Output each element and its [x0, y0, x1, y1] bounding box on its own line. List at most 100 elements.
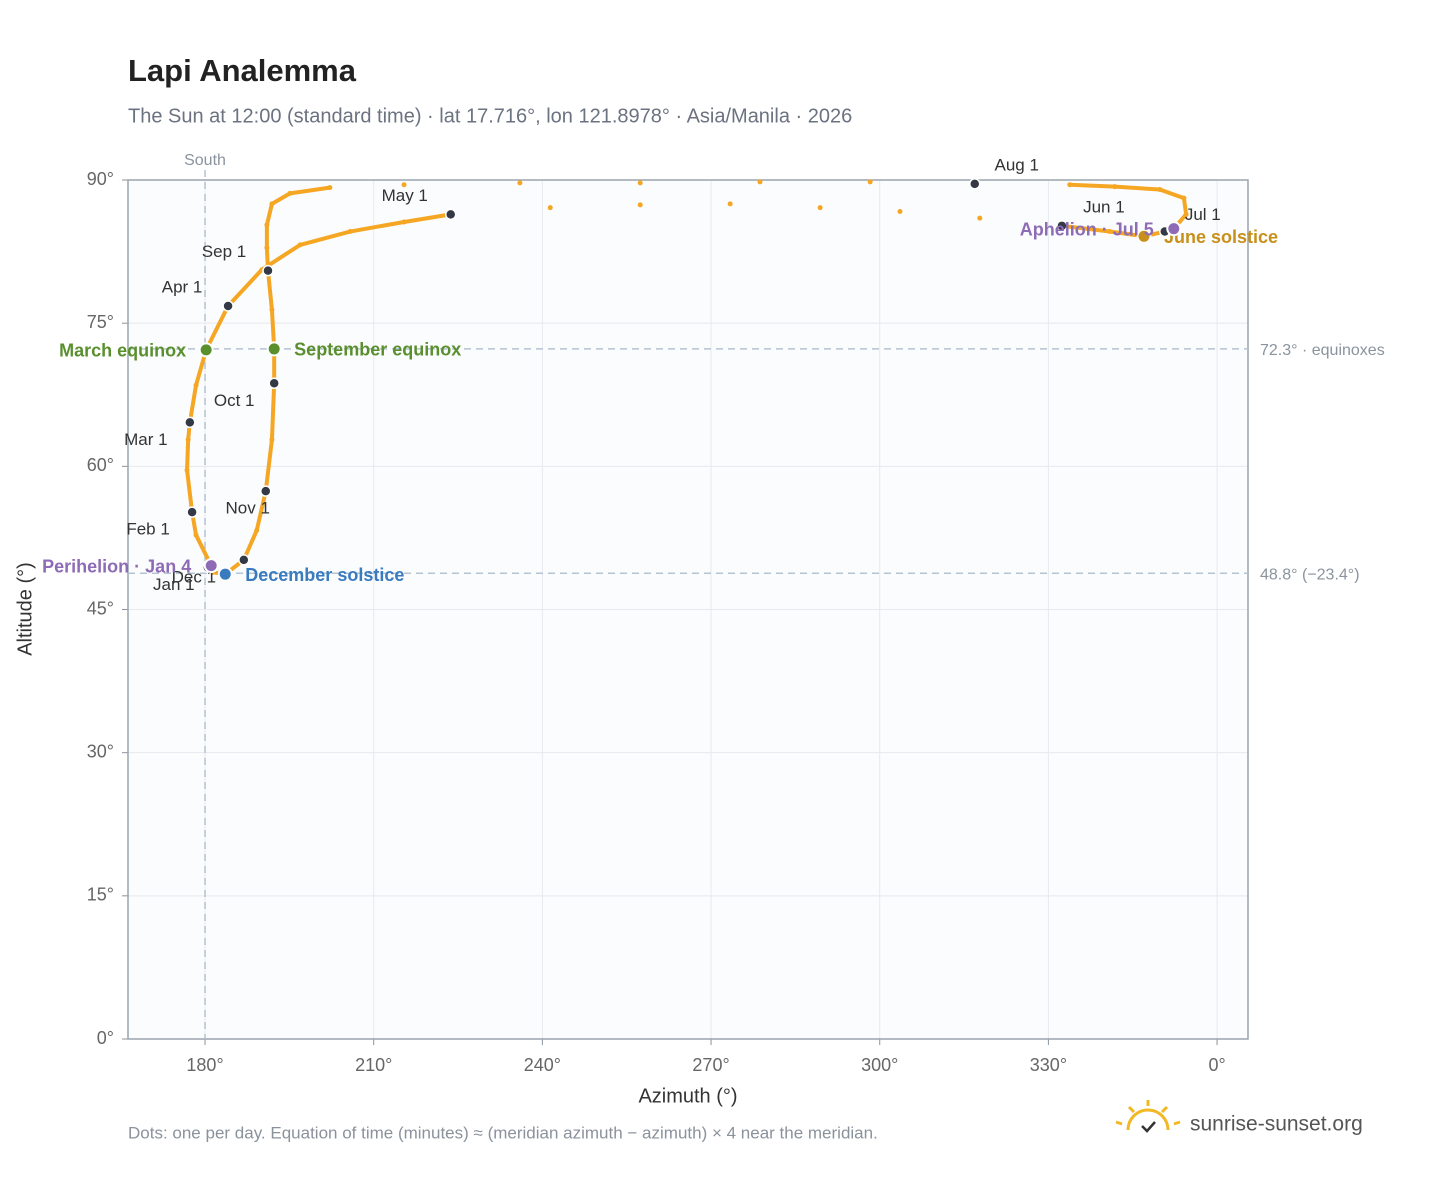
daily-dot — [637, 202, 643, 208]
month-label: Jul 1 — [1185, 205, 1221, 224]
curve-segment — [269, 381, 277, 442]
curve-segment — [402, 212, 453, 224]
event-label: September equinox — [294, 340, 461, 360]
month-label: Dec 1 — [172, 567, 216, 586]
x-tick-label: 330° — [1030, 1055, 1067, 1075]
curve-segment — [185, 468, 195, 515]
month-marker — [222, 300, 234, 312]
event-marker — [198, 342, 214, 358]
curve-segment — [266, 268, 274, 312]
daily-dot — [547, 205, 553, 211]
y-axis-label: Altitude (°) — [14, 562, 36, 656]
reference-label: 48.8° (−23.4°) — [1260, 566, 1360, 583]
daily-dot — [1183, 211, 1189, 217]
month-marker — [968, 178, 981, 190]
month-label: Aug 1 — [995, 155, 1039, 174]
curve-segment — [254, 489, 268, 533]
x-tick-label: 210° — [355, 1055, 392, 1075]
daily-dot — [727, 201, 733, 207]
x-tick-label: 270° — [692, 1055, 729, 1075]
daily-dot — [269, 307, 275, 313]
month-marker — [268, 377, 280, 390]
daily-dot — [1157, 187, 1163, 193]
month-marker — [186, 506, 198, 518]
x-tick-label: 0° — [1208, 1055, 1225, 1075]
curve-segment — [269, 191, 292, 206]
chart-title: Lapi Analemma — [128, 53, 357, 88]
y-tick-label: 45° — [87, 598, 114, 618]
event-marker — [266, 341, 282, 357]
month-label: Jun 1 — [1083, 197, 1125, 216]
daily-dot — [817, 205, 823, 211]
month-label: Nov 1 — [226, 499, 270, 518]
event-label: December solstice — [245, 565, 404, 585]
daily-dot — [897, 208, 903, 214]
curve-segment — [187, 383, 199, 425]
daily-dot — [297, 242, 303, 248]
event-marker — [217, 566, 233, 582]
x-tick-label: 300° — [861, 1055, 898, 1075]
event-marker — [1136, 228, 1152, 244]
curve-segment — [1157, 187, 1186, 201]
month-label: Feb 1 — [126, 520, 169, 539]
event-label: Aphelion · Jul 5 — [1020, 219, 1154, 239]
y-tick-label: 90° — [87, 169, 114, 189]
daily-dot — [977, 215, 983, 221]
daily-dot — [1067, 182, 1073, 188]
daily-dot — [637, 180, 643, 186]
month-marker — [238, 554, 250, 566]
daily-dot — [1112, 184, 1118, 190]
daily-dot — [327, 185, 333, 191]
y-tick-label: 30° — [87, 741, 114, 761]
curve-segment — [1181, 196, 1189, 217]
event-label: June solstice — [1164, 227, 1278, 247]
x-tick-label: 240° — [524, 1055, 561, 1075]
plot-border — [127, 179, 1249, 1040]
daily-dot — [264, 222, 270, 228]
daily-dot — [517, 180, 523, 186]
curve-segment — [185, 437, 191, 473]
curve-segment — [298, 229, 353, 247]
month-marker — [262, 264, 274, 277]
y-tick-label: 0° — [97, 1028, 114, 1048]
daily-dot — [757, 179, 763, 185]
curve-segment — [287, 185, 332, 196]
event-label: Perihelion · Jan 4 — [42, 556, 191, 576]
x-axis-label: Azimuth (°) — [638, 1085, 737, 1107]
curve-segment — [226, 267, 264, 308]
reference-label: South — [184, 152, 226, 169]
daily-dot — [401, 182, 407, 188]
curve-segment — [204, 303, 231, 352]
month-label: Apr 1 — [162, 277, 203, 296]
brand-logo — [1115, 1100, 1181, 1133]
daily-dot — [184, 467, 190, 473]
month-label: May 1 — [382, 186, 428, 205]
y-tick-label: 75° — [87, 312, 114, 332]
daily-dot — [269, 201, 275, 207]
y-tick-label: 15° — [87, 885, 114, 905]
month-label: Sep 1 — [202, 242, 246, 261]
daily-dot — [401, 219, 407, 225]
curve-segment — [1059, 223, 1112, 234]
daily-dot — [347, 229, 353, 235]
daily-dot — [269, 437, 275, 443]
month-label: Oct 1 — [214, 391, 255, 410]
event-marker — [1166, 221, 1182, 237]
curve-segment — [1067, 182, 1117, 189]
daily-dot — [287, 190, 293, 196]
daily-dot — [1107, 229, 1113, 235]
x-tick-label: 180° — [186, 1055, 223, 1075]
y-tick-label: 60° — [87, 455, 114, 475]
footnote: Dots: one per day. Equation of time (min… — [128, 1123, 878, 1142]
event-label: March equinox — [59, 341, 186, 361]
daily-dot — [193, 382, 199, 388]
daily-dot — [264, 245, 270, 251]
curve-segment — [1112, 184, 1162, 192]
month-label: Mar 1 — [124, 430, 167, 449]
daily-dot — [185, 437, 191, 443]
event-marker — [203, 558, 219, 574]
brand: sunrise-sunset.org — [1190, 1113, 1363, 1136]
daily-dot — [867, 179, 873, 185]
month-marker — [260, 485, 272, 497]
